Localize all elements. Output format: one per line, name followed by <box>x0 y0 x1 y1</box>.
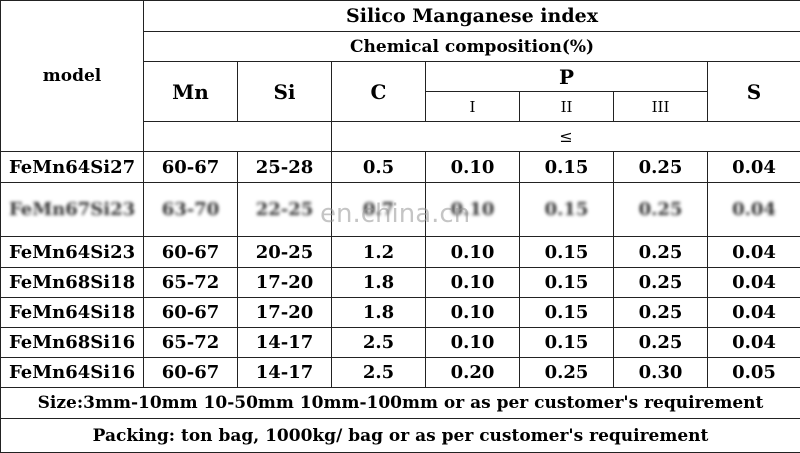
row-s: 0.04 <box>706 267 800 298</box>
row-si: 20-25 <box>237 236 332 268</box>
row-c: 2.5 <box>331 357 426 388</box>
row-c: 0.5 <box>331 151 426 183</box>
row-model: FeMn68Si16 <box>0 327 144 358</box>
row-p1: 0.20 <box>425 357 520 388</box>
row-p1: 0.10 <box>425 327 520 358</box>
leq-symbol: ≤ <box>330 121 800 152</box>
header-p-sub-2: II <box>519 91 614 122</box>
row-mn: 65-72 <box>143 267 238 298</box>
row-p3: 0.25 <box>613 151 708 183</box>
row-model: FeMn68Si18 <box>0 267 144 298</box>
row-s: 0.04 <box>706 236 800 268</box>
row-p2: 0.25 <box>519 357 614 388</box>
header-p-sub-1: I <box>425 91 520 122</box>
row-si: 14-17 <box>237 357 332 388</box>
row-s: 0.04 <box>706 327 800 358</box>
table-row: FeMn67Si23 63-70 22-25 0.7 0.10 0.15 0.2… <box>0 182 800 237</box>
table-title: Silico Manganese index <box>142 0 800 32</box>
row-p2: 0.15 <box>519 267 614 298</box>
row-c: 1.2 <box>331 236 426 268</box>
row-mn: 60-67 <box>143 357 238 388</box>
row-p3: 0.25 <box>613 182 708 237</box>
row-s: 0.05 <box>706 357 800 388</box>
row-si: 17-20 <box>237 267 332 298</box>
row-p1: 0.10 <box>425 267 520 298</box>
table-row: FeMn68Si18 65-72 17-20 1.8 0.10 0.15 0.2… <box>0 267 800 298</box>
row-p2: 0.15 <box>519 327 614 358</box>
table-row: FeMn64Si23 60-67 20-25 1.2 0.10 0.15 0.2… <box>0 236 800 268</box>
header-si: Si <box>237 61 332 122</box>
row-mn: 65-72 <box>143 327 238 358</box>
leq-spacer <box>143 121 332 152</box>
table-row: FeMn64Si16 60-67 14-17 2.5 0.20 0.25 0.3… <box>0 357 800 388</box>
table-row: FeMn68Si16 65-72 14-17 2.5 0.10 0.15 0.2… <box>0 327 800 358</box>
row-si: 17-20 <box>237 297 332 328</box>
table-row: FeMn64Si18 60-67 17-20 1.8 0.10 0.15 0.2… <box>0 297 800 328</box>
row-model: FeMn64Si18 <box>0 297 144 328</box>
row-p2: 0.15 <box>519 236 614 268</box>
model-header: model <box>0 0 144 152</box>
row-p1: 0.10 <box>425 236 520 268</box>
row-p3: 0.30 <box>613 357 708 388</box>
row-p2: 0.15 <box>519 182 614 237</box>
header-c: C <box>331 61 426 122</box>
row-model: FeMn64Si16 <box>0 357 144 388</box>
row-mn: 60-67 <box>143 297 238 328</box>
row-model: FeMn64Si23 <box>0 236 144 268</box>
row-p3: 0.25 <box>613 327 708 358</box>
row-p3: 0.25 <box>613 297 708 328</box>
row-p1: 0.10 <box>425 182 520 237</box>
row-p1: 0.10 <box>425 151 520 183</box>
row-mn: 60-67 <box>143 236 238 268</box>
row-c: 2.5 <box>331 327 426 358</box>
header-p-sub-3: III <box>613 91 708 122</box>
row-s: 0.04 <box>706 151 800 183</box>
row-p1: 0.10 <box>425 297 520 328</box>
row-si: 14-17 <box>237 327 332 358</box>
row-c: 0.7 <box>331 182 426 237</box>
row-c: 1.8 <box>331 297 426 328</box>
row-model: FeMn64Si27 <box>0 151 144 183</box>
row-si: 25-28 <box>237 151 332 183</box>
header-p: P <box>425 61 708 92</box>
footer-size: Size:3mm-10mm 10-50mm 10mm-100mm or as p… <box>0 387 800 419</box>
header-s: S <box>706 61 800 122</box>
row-si: 22-25 <box>237 182 332 237</box>
row-s: 0.04 <box>706 297 800 328</box>
footer-packing: Packing: ton bag, 1000kg/ bag or as per … <box>0 418 800 453</box>
row-mn: 60-67 <box>143 151 238 183</box>
row-p3: 0.25 <box>613 236 708 268</box>
row-p2: 0.15 <box>519 297 614 328</box>
row-c: 1.8 <box>331 267 426 298</box>
row-mn: 63-70 <box>143 182 238 237</box>
table-row: FeMn64Si27 60-67 25-28 0.5 0.10 0.15 0.2… <box>0 151 800 183</box>
row-p3: 0.25 <box>613 267 708 298</box>
row-p2: 0.15 <box>519 151 614 183</box>
row-model: FeMn67Si23 <box>0 182 144 237</box>
row-s: 0.04 <box>706 182 800 237</box>
table-subtitle: Chemical composition(%) <box>142 31 800 62</box>
header-mn: Mn <box>143 61 238 122</box>
